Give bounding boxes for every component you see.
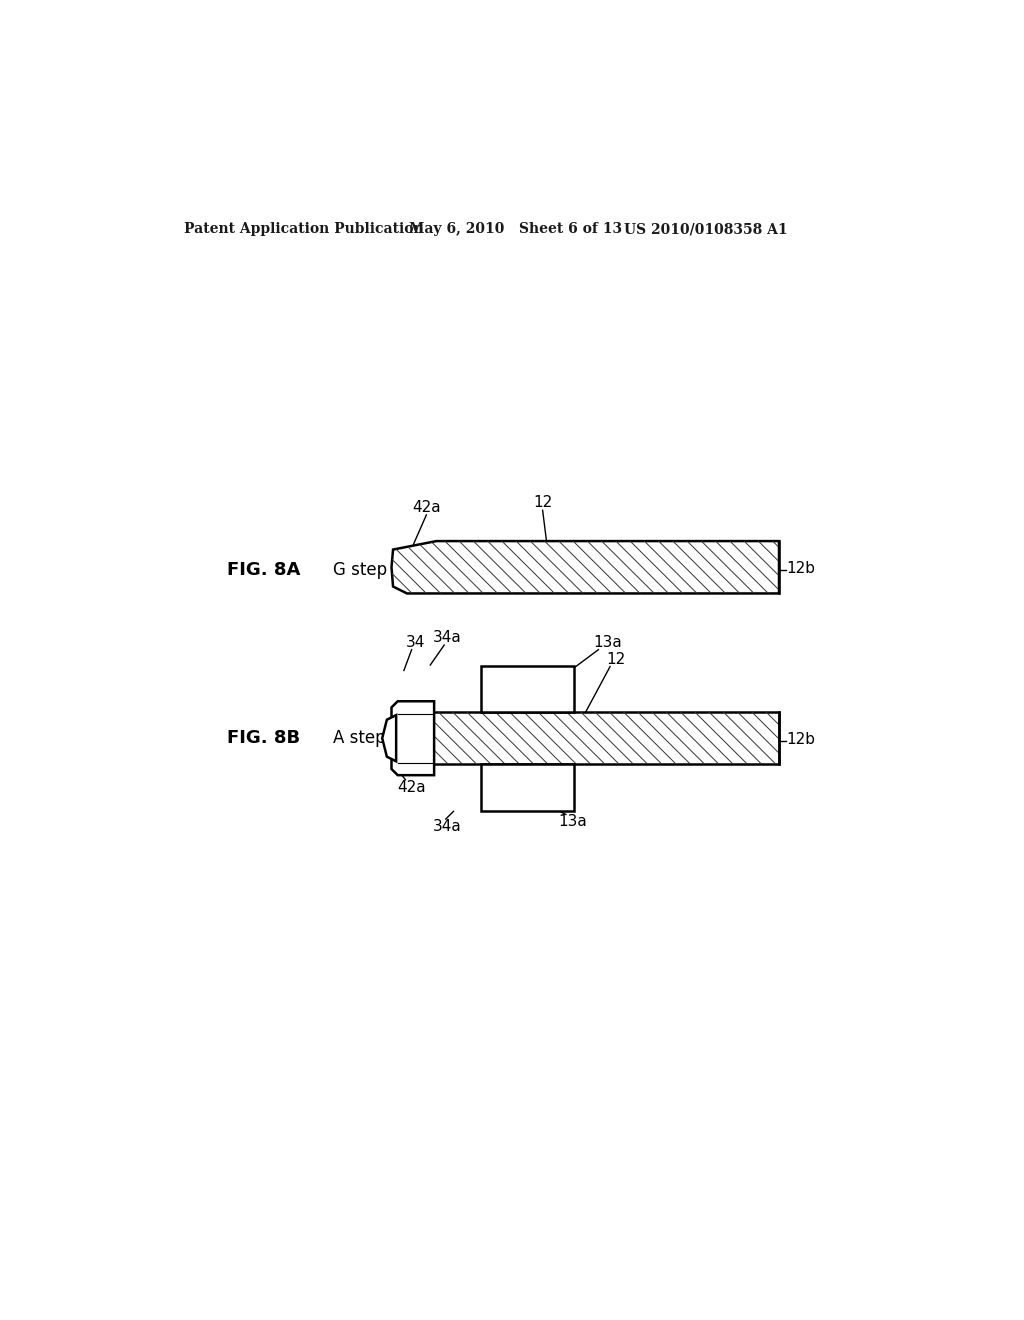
- Text: 34a: 34a: [432, 818, 462, 834]
- Polygon shape: [391, 701, 434, 775]
- Text: US 2010/0108358 A1: US 2010/0108358 A1: [624, 222, 787, 236]
- Polygon shape: [391, 541, 779, 594]
- Text: 42a: 42a: [413, 500, 441, 515]
- Text: FIG. 8A: FIG. 8A: [227, 561, 301, 579]
- Text: 13a: 13a: [593, 635, 622, 649]
- Text: G step: G step: [333, 561, 387, 579]
- Polygon shape: [382, 715, 396, 762]
- Text: 34a: 34a: [432, 630, 462, 645]
- Text: 12: 12: [606, 652, 626, 667]
- Text: 12: 12: [534, 495, 552, 510]
- Text: A step: A step: [333, 729, 385, 747]
- Polygon shape: [480, 764, 573, 810]
- Text: FIG. 8B: FIG. 8B: [227, 729, 300, 747]
- Text: May 6, 2010   Sheet 6 of 13: May 6, 2010 Sheet 6 of 13: [409, 222, 622, 236]
- Text: 12b: 12b: [786, 561, 816, 577]
- Text: 12b: 12b: [786, 733, 816, 747]
- Text: 34: 34: [406, 635, 425, 649]
- Text: Patent Application Publication: Patent Application Publication: [183, 222, 424, 236]
- Text: 13a: 13a: [558, 814, 587, 829]
- Polygon shape: [407, 711, 779, 764]
- Text: 42a: 42a: [397, 780, 426, 795]
- Polygon shape: [480, 665, 573, 711]
